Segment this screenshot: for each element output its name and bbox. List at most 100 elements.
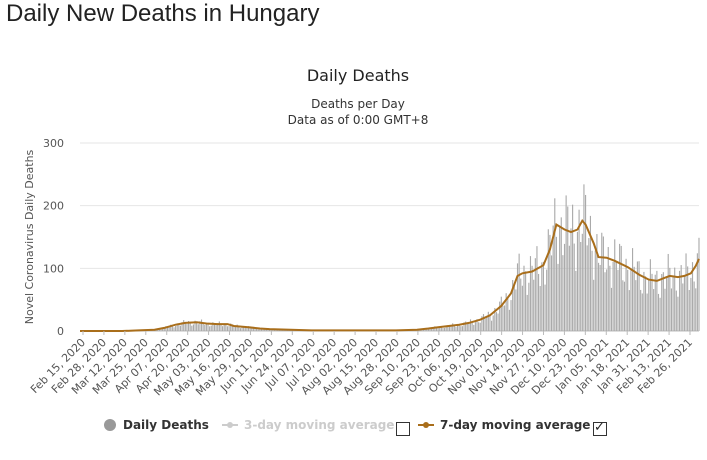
daily-death-bars <box>129 184 700 331</box>
daily-death-bar <box>683 275 685 331</box>
daily-death-bar <box>664 288 666 331</box>
daily-death-bar <box>447 325 449 331</box>
daily-death-bar <box>269 329 271 331</box>
y-axis-ticks: 0 100 200 300 <box>43 137 64 338</box>
daily-death-bar <box>450 325 452 331</box>
daily-death-bar <box>666 276 668 331</box>
daily-death-bar <box>210 325 212 331</box>
daily-death-bar <box>166 327 169 331</box>
daily-death-bar <box>521 285 523 331</box>
line-marker-icon <box>222 419 238 431</box>
daily-death-bar <box>622 280 624 331</box>
daily-death-bar <box>231 324 233 331</box>
daily-death-bar <box>463 322 465 331</box>
daily-death-bar <box>249 326 251 331</box>
daily-death-bar <box>487 311 489 331</box>
legend-item-7-day-average[interactable]: 7-day moving average <box>418 418 590 432</box>
daily-death-bar <box>594 250 596 331</box>
daily-death-bar <box>691 262 694 331</box>
daily-death-bar <box>444 327 446 331</box>
daily-death-bar <box>455 326 457 331</box>
daily-death-bar <box>173 327 175 331</box>
daily-death-bar <box>568 245 570 331</box>
daily-death-bar <box>186 323 188 331</box>
daily-death-bar <box>549 234 551 331</box>
chart-subtitle-line-1: Deaths per Day <box>311 97 405 111</box>
daily-death-bar <box>442 328 444 331</box>
daily-death-bar <box>547 229 549 331</box>
daily-death-bar <box>680 265 682 331</box>
daily-death-bar <box>171 325 173 331</box>
daily-death-bar <box>617 269 619 331</box>
daily-death-bar <box>168 326 170 331</box>
daily-death-bar <box>458 323 460 331</box>
daily-death-bar <box>489 314 491 331</box>
daily-death-bar <box>179 325 182 331</box>
daily-death-bar <box>453 324 455 331</box>
daily-death-bar <box>474 322 476 331</box>
daily-death-bar <box>536 246 538 331</box>
daily-death-bar <box>209 326 211 331</box>
daily-death-bar <box>460 326 462 331</box>
daily-death-bar <box>507 296 509 331</box>
daily-death-bar <box>528 282 530 331</box>
daily-death-bar <box>217 323 219 331</box>
daily-death-bar <box>593 279 595 331</box>
daily-death-bar <box>641 293 643 331</box>
daily-death-bar <box>693 281 695 331</box>
daily-death-bar <box>202 323 204 331</box>
daily-death-bar <box>635 280 637 331</box>
daily-death-bar <box>649 259 651 331</box>
daily-death-bar <box>213 323 216 331</box>
daily-death-bar <box>580 242 582 331</box>
daily-death-bar <box>244 327 246 331</box>
legend-label-daily-deaths: Daily Deaths <box>123 418 209 432</box>
daily-death-bar <box>481 316 483 331</box>
checkbox-7-day-average[interactable]: ✓ <box>593 420 607 436</box>
daily-death-bar <box>559 225 561 331</box>
daily-death-bar <box>222 326 224 331</box>
daily-death-bar <box>220 324 222 331</box>
daily-death-bar <box>429 328 431 331</box>
daily-death-bar <box>437 328 439 331</box>
checkbox-3-day-average[interactable] <box>396 422 410 436</box>
daily-death-bar <box>440 326 442 331</box>
daily-death-bar <box>468 322 470 331</box>
daily-death-bar <box>606 269 608 331</box>
daily-death-bar <box>239 328 241 331</box>
daily-death-bar <box>448 326 451 331</box>
daily-death-bar <box>554 198 556 331</box>
circle-marker-icon <box>104 419 116 431</box>
daily-death-bar <box>465 321 467 331</box>
daily-death-bar <box>623 281 626 331</box>
daily-death-bar <box>178 324 180 331</box>
legend-item-daily-deaths[interactable]: Daily Deaths <box>104 418 209 432</box>
daily-death-bar <box>599 264 601 331</box>
daily-death-bar <box>661 274 663 331</box>
daily-death-bar <box>197 324 199 331</box>
daily-death-bar <box>625 258 627 331</box>
daily-death-bar <box>160 328 162 331</box>
daily-death-bar <box>662 272 664 331</box>
daily-death-bar <box>260 328 263 331</box>
daily-death-bar <box>176 323 178 331</box>
daily-death-bar <box>619 243 621 331</box>
daily-death-bar <box>500 296 502 331</box>
daily-death-bar <box>583 184 585 331</box>
daily-death-bar <box>604 272 606 331</box>
daily-death-bar <box>275 330 277 331</box>
legend-item-3-day-average[interactable]: 3-day moving average <box>222 418 394 432</box>
daily-death-bar <box>575 270 577 331</box>
legend-label-3-day-average: 3-day moving average <box>244 418 395 432</box>
daily-death-bar <box>615 261 617 331</box>
daily-death-bar <box>656 270 658 331</box>
daily-death-bar <box>531 265 533 331</box>
daily-death-bar <box>512 280 514 331</box>
daily-death-bar <box>513 284 515 331</box>
daily-death-bar <box>508 309 510 331</box>
daily-death-bar <box>199 321 201 331</box>
y-tick-label: 300 <box>43 137 64 150</box>
daily-death-bar <box>695 288 697 331</box>
daily-death-bar <box>544 284 546 331</box>
daily-death-bar <box>552 225 554 331</box>
